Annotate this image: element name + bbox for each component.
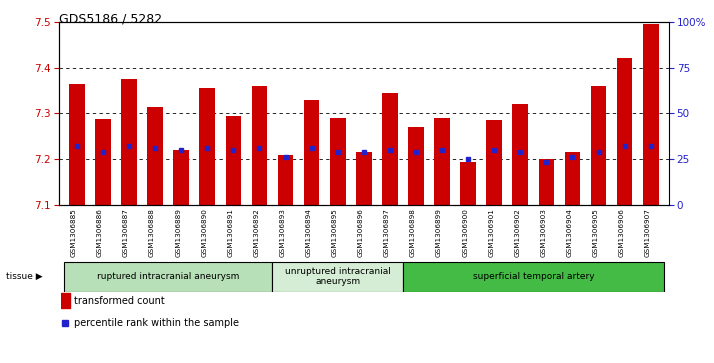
Bar [251, 86, 267, 205]
Text: GSM1306897: GSM1306897 [384, 208, 390, 257]
Bar [330, 118, 346, 205]
Text: GSM1306907: GSM1306907 [645, 208, 650, 257]
Bar [303, 100, 319, 205]
Bar [278, 155, 293, 205]
Text: GSM1306895: GSM1306895 [332, 208, 338, 257]
Text: GSM1306898: GSM1306898 [410, 208, 416, 257]
Text: GSM1306903: GSM1306903 [540, 208, 546, 257]
Text: GSM1306889: GSM1306889 [175, 208, 181, 257]
Text: GSM1306906: GSM1306906 [618, 208, 625, 257]
Bar [199, 88, 215, 205]
Text: unruptured intracranial
aneurysm: unruptured intracranial aneurysm [285, 267, 391, 286]
Text: GSM1306905: GSM1306905 [593, 208, 598, 257]
Bar [434, 118, 450, 205]
Bar [513, 104, 528, 205]
Bar [403, 262, 664, 291]
Text: GSM1306892: GSM1306892 [253, 208, 259, 257]
Bar [174, 150, 189, 205]
Bar [356, 152, 371, 205]
Text: GSM1306896: GSM1306896 [358, 208, 363, 257]
Text: ruptured intracranial aneurysm: ruptured intracranial aneurysm [97, 272, 239, 281]
Bar [273, 262, 403, 291]
Text: GSM1306894: GSM1306894 [306, 208, 311, 257]
Bar [121, 79, 137, 205]
Bar [643, 24, 658, 205]
Bar [408, 127, 424, 205]
Bar [486, 120, 502, 205]
Text: GSM1306900: GSM1306900 [462, 208, 468, 257]
Text: transformed count: transformed count [74, 296, 165, 306]
Bar [147, 107, 163, 205]
Bar [69, 83, 85, 205]
Text: GSM1306885: GSM1306885 [71, 208, 77, 257]
Text: superficial temporal artery: superficial temporal artery [473, 272, 594, 281]
Text: GSM1306902: GSM1306902 [514, 208, 521, 257]
Bar [64, 262, 273, 291]
Text: GSM1306886: GSM1306886 [97, 208, 103, 257]
Bar [590, 86, 606, 205]
Text: GSM1306901: GSM1306901 [488, 208, 494, 257]
Bar [226, 116, 241, 205]
Text: GSM1306891: GSM1306891 [227, 208, 233, 257]
Text: GSM1306899: GSM1306899 [436, 208, 442, 257]
Bar [382, 93, 398, 205]
Text: GDS5186 / 5282: GDS5186 / 5282 [59, 13, 161, 26]
Text: tissue ▶: tissue ▶ [6, 272, 42, 281]
Bar [95, 119, 111, 205]
Text: GSM1306904: GSM1306904 [566, 208, 573, 257]
Bar [538, 159, 554, 205]
Bar [61, 293, 69, 308]
Text: percentile rank within the sample: percentile rank within the sample [74, 318, 239, 327]
Bar [617, 58, 633, 205]
Bar [565, 152, 580, 205]
Text: GSM1306893: GSM1306893 [279, 208, 286, 257]
Bar [461, 162, 476, 205]
Text: GSM1306887: GSM1306887 [123, 208, 129, 257]
Text: GSM1306890: GSM1306890 [201, 208, 207, 257]
Text: GSM1306888: GSM1306888 [149, 208, 155, 257]
